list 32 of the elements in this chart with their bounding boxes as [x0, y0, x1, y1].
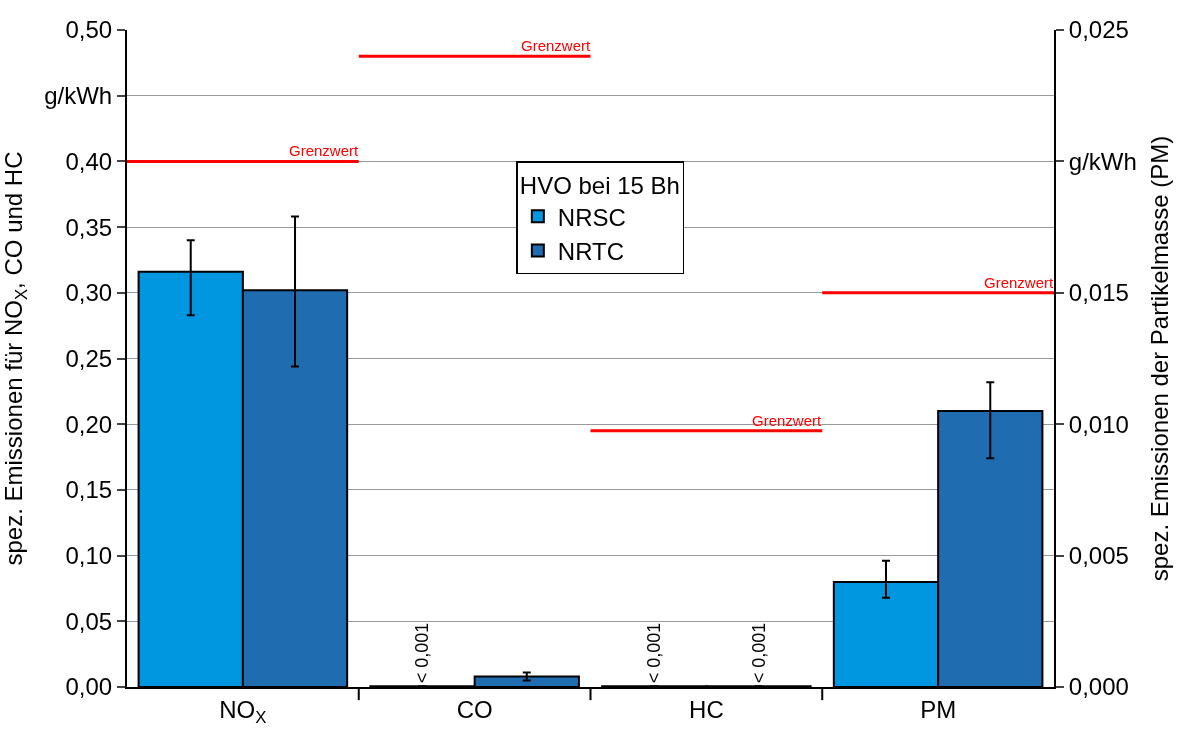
x-tick-label: CO	[456, 695, 493, 723]
data-label: < 0,001	[412, 622, 433, 684]
data-label: < 0,001	[644, 622, 665, 684]
ref-line-label: Grenzwert	[752, 412, 823, 429]
legend-label: NRSC	[557, 203, 626, 231]
y2-tick-label: 0,010	[1068, 410, 1129, 438]
y-tick-label: 0,25	[65, 344, 113, 372]
ref-line-label: Grenzwert	[521, 37, 592, 54]
x-tick-label: PM	[920, 695, 957, 723]
y-tick-label: 0,35	[65, 213, 113, 241]
y-tick-label: g/kWh	[44, 82, 113, 110]
x-tick-label: NO$_{X}$	[219, 695, 267, 727]
y-tick-label: 0,00	[65, 673, 113, 701]
ref-line-label: Grenzwert	[289, 142, 360, 159]
ref-line-label: Grenzwert	[984, 274, 1055, 291]
y2-tick-label: 0,005	[1068, 542, 1129, 569]
y-tick-label: 0,50	[65, 16, 113, 44]
y-tick-label: 0,15	[65, 476, 113, 504]
legend-label: NRTC	[557, 237, 625, 265]
x-tick-label: HC	[689, 695, 724, 723]
y-tick-label: 0,05	[65, 607, 113, 635]
y-tick-label: 0,10	[65, 542, 113, 569]
y2-tick-label: 0,015	[1068, 279, 1129, 307]
y2-tick-label: 0,025	[1068, 16, 1129, 44]
y2-axis-title: spez. Emissionen der Partikelmasse (PM)	[1145, 135, 1173, 582]
y-tick-label: 0,20	[65, 410, 113, 438]
legend-title: HVO bei 15 Bh	[519, 172, 680, 200]
y2-tick-label: 0,000	[1068, 673, 1129, 701]
y2-tick-label: g/kWh	[1068, 147, 1137, 175]
data-label: < 0,001	[748, 622, 769, 684]
y-tick-label: 0,30	[65, 279, 113, 307]
y-tick-label: 0,40	[65, 147, 113, 175]
